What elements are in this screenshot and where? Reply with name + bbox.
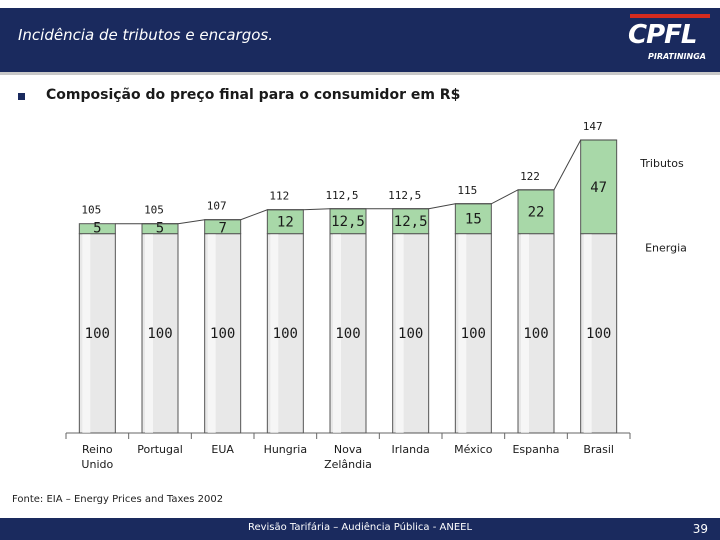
category-label: Nova (334, 443, 362, 456)
category-label: Brasil (583, 443, 614, 456)
energia-value-label: 100 (147, 326, 172, 342)
energia-bar-highlight (583, 233, 592, 433)
total-value-label: 107 (207, 200, 227, 213)
category-label: Unido (81, 458, 113, 471)
page-title: Incidência de tributos e encargos. (18, 26, 273, 44)
energia-value-label: 100 (85, 326, 110, 342)
cpfl-logo: CPFL PIRATININGA (626, 10, 714, 66)
page-number: 39 (692, 522, 708, 536)
header-band (0, 8, 720, 72)
logo-text: CPFL (628, 20, 697, 50)
category-label: Irlanda (392, 443, 430, 456)
tributos-value-label: 7 (218, 221, 226, 237)
energia-bar-highlight (395, 233, 404, 433)
energia-value-label: 100 (461, 326, 486, 342)
bullet-icon (18, 93, 25, 100)
energia-bar-highlight (458, 233, 467, 433)
total-value-label: 112 (269, 190, 289, 203)
tributos-bar (78, 223, 116, 235)
logo-subtext: PIRATININGA (648, 52, 706, 61)
category-label: EUA (211, 443, 234, 456)
total-value-label: 147 (583, 120, 603, 133)
total-value-label: 122 (520, 170, 540, 183)
tributos-bar (517, 189, 555, 235)
chart-subtitle: Composição do preço final para o consumi… (46, 87, 461, 103)
energia-value-label: 100 (398, 326, 423, 342)
energia-bar-highlight (270, 233, 279, 433)
energia-value-label: 100 (586, 326, 611, 342)
category-label: Reino (82, 443, 113, 456)
header: Incidência de tributos e encargos. CPFL … (0, 0, 720, 76)
category-label: Zelândia (324, 458, 372, 471)
logo-red-bar (630, 14, 710, 18)
energia-value-label: 100 (335, 326, 360, 342)
footer-band (0, 518, 720, 540)
energia-bar-highlight (207, 233, 216, 433)
footer-text: Revisão Tarifária – Audiência Pública - … (247, 522, 473, 533)
total-value-label: 105 (144, 204, 164, 217)
energia-bar-highlight (145, 233, 153, 433)
tributos-value-label: 12,5 (394, 214, 428, 230)
source-note: Fonte: EIA – Energy Prices and Taxes 200… (12, 494, 224, 505)
tributos-value-label: 22 (528, 205, 545, 221)
category-label: México (454, 443, 493, 456)
stacked-bar-chart: 100 5 105 Reino Unido 100 5 105 Portugal 100 7 107 E… (65, 120, 687, 471)
legend-tributos: Tributos (639, 157, 684, 170)
totals-connector-line (115, 139, 617, 225)
energia-value-label: 100 (523, 326, 548, 342)
tributos-value-label: 5 (93, 221, 101, 237)
energia-value-label: 100 (210, 326, 235, 342)
energia-bar-highlight (521, 233, 529, 433)
category-label: Hungria (264, 443, 308, 456)
header-divider (0, 72, 720, 75)
tributos-value-label: 15 (465, 212, 482, 228)
tributos-bar (580, 139, 618, 235)
tributos-value-label: 5 (156, 221, 164, 237)
category-label: Espanha (512, 443, 559, 456)
total-value-label: 115 (457, 184, 477, 197)
energia-bar-highlight (333, 233, 341, 433)
energia-value-label: 100 (273, 326, 298, 342)
tributos-value-label: 47 (590, 180, 607, 196)
legend-energia: Energia (645, 242, 687, 255)
total-value-label: 112,5 (388, 189, 421, 202)
energia-bar-highlight (82, 233, 91, 433)
total-value-label: 112,5 (325, 189, 358, 202)
tributos-value-label: 12 (277, 215, 294, 231)
tributos-value-label: 12,5 (331, 214, 365, 230)
category-label: Portugal (137, 443, 183, 456)
total-value-label: 105 (81, 204, 101, 217)
